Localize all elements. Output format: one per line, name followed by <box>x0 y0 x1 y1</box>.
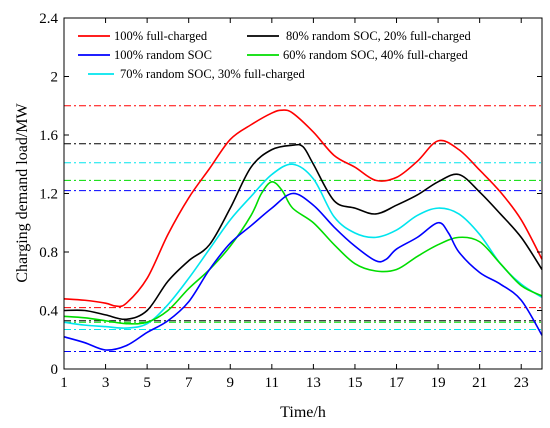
reference-lines <box>64 105 542 352</box>
legend-label-3: 60% random SOC, 40% full-charged <box>283 48 469 62</box>
x-tick-label-15: 15 <box>347 375 362 391</box>
y-tick-label-2: 0.8 <box>39 245 58 261</box>
series-line-0 <box>63 109 543 308</box>
x-tick-label-17: 17 <box>389 375 405 391</box>
legend: 100% full-charged 80% random SOC, 20% ful… <box>78 29 472 81</box>
y-tick-label-5: 2 <box>51 70 59 86</box>
x-tick-label-9: 9 <box>227 375 235 391</box>
y-tick-label-0: 0 <box>51 362 59 378</box>
x-tick-label-5: 5 <box>143 375 151 391</box>
x-tick-label-21: 21 <box>472 375 487 391</box>
legend-label-0: 100% full-charged <box>114 29 208 43</box>
legend-label-2: 100% random SOC <box>114 48 212 62</box>
x-tick-label-3: 3 <box>102 375 110 391</box>
x-axis-title: Time/h <box>280 404 326 421</box>
legend-label-1: 80% random SOC, 20% full-charged <box>286 29 472 43</box>
series-line-3 <box>63 180 543 325</box>
x-tick-label-11: 11 <box>265 375 279 391</box>
series-lines <box>63 109 543 351</box>
series-line-1 <box>63 143 543 321</box>
legend-label-4: 70% random SOC, 30% full-charged <box>120 67 306 81</box>
y-tick-label-3: 1.2 <box>39 187 58 203</box>
x-tick-label-7: 7 <box>185 375 193 391</box>
x-tick-label-13: 13 <box>306 375 321 391</box>
y-tick-label-6: 2.4 <box>39 11 58 27</box>
series-line-4 <box>63 163 543 329</box>
x-tick-label-1: 1 <box>60 375 68 391</box>
y-axis-title: Charging demand load/MW <box>14 102 31 282</box>
y-tick-label-1: 0.4 <box>39 304 58 320</box>
y-tick-label-4: 1.6 <box>39 128 58 144</box>
x-tick-label-23: 23 <box>514 375 529 391</box>
series-line-2 <box>63 192 543 351</box>
x-tick-label-19: 19 <box>431 375 446 391</box>
